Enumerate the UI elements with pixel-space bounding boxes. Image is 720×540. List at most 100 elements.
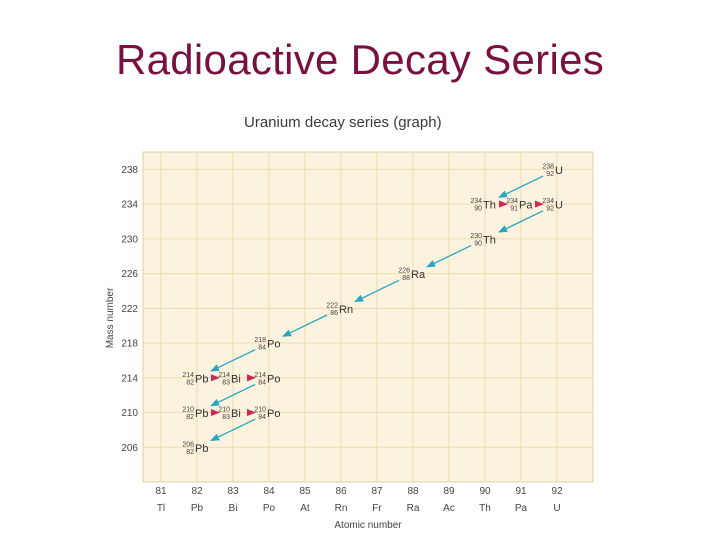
y-tick-label: 230 bbox=[121, 234, 138, 245]
nuclide-mass-number: 214 bbox=[182, 372, 194, 379]
decay-arrows bbox=[210, 175, 544, 442]
nuclide-mass-number: 206 bbox=[182, 441, 194, 448]
nuclide-mass-number: 222 bbox=[326, 302, 338, 309]
nuclide-atomic-number: 90 bbox=[474, 240, 482, 247]
element-symbol-label: Ac bbox=[443, 503, 455, 514]
x-tick-label: 82 bbox=[191, 486, 203, 497]
nuclide-symbol: Bi bbox=[231, 373, 241, 385]
nuclide-symbol: Bi bbox=[231, 408, 241, 420]
alpha-decay-arrow bbox=[354, 279, 400, 303]
x-axis-ticks: 81 Tl 82 Pb 83 Bi 84 Po 85 At 86 Rn 87 Fr 88 Ra 89 Ac 90 Th… bbox=[155, 486, 563, 514]
element-symbol-label: Fr bbox=[372, 503, 382, 514]
nuclide-symbol: Po bbox=[267, 408, 280, 420]
y-tick-label: 234 bbox=[121, 200, 138, 211]
element-symbol-label: Rn bbox=[335, 503, 348, 514]
y-tick-label: 214 bbox=[121, 373, 138, 384]
element-symbol-label: Po bbox=[263, 503, 276, 514]
nuclide-symbol: U bbox=[555, 165, 563, 177]
nuclide-symbol: Th bbox=[483, 200, 496, 212]
nuclide-mass-number: 238 bbox=[542, 163, 554, 170]
nuclide-atomic-number: 84 bbox=[258, 345, 266, 352]
y-tick-label: 218 bbox=[121, 339, 138, 350]
nuclide-symbol: Po bbox=[267, 339, 280, 351]
y-tick-label: 206 bbox=[121, 443, 138, 454]
nuclide-symbol: Pa bbox=[519, 200, 533, 212]
x-tick-label: 88 bbox=[407, 486, 419, 497]
y-tick-label: 210 bbox=[121, 408, 138, 419]
nuclide-symbol: Th bbox=[483, 234, 496, 246]
nuclide-symbol: U bbox=[555, 200, 563, 212]
nuclide-atomic-number: 92 bbox=[546, 206, 554, 213]
element-symbol-label: Ra bbox=[407, 503, 420, 514]
y-axis-ticks: 238 234 230 226 222 218 214 210 206 bbox=[121, 165, 138, 454]
nuclide-symbol: Pb bbox=[195, 373, 208, 385]
x-axis-label: Atomic number bbox=[334, 520, 402, 531]
slide-title: Radioactive Decay Series bbox=[115, 36, 605, 83]
x-tick-label: 92 bbox=[551, 486, 563, 497]
nuclide-mass-number: 214 bbox=[218, 372, 230, 379]
nuclide-symbol: Pb bbox=[195, 443, 208, 455]
x-tick-label: 85 bbox=[299, 486, 311, 497]
nuclide-mass-number: 234 bbox=[542, 198, 554, 205]
nuclide-symbol: Pb bbox=[195, 408, 208, 420]
nuclide-mass-number: 234 bbox=[470, 198, 482, 205]
nuclide-atomic-number: 90 bbox=[474, 206, 482, 213]
nuclide-mass-number: 210 bbox=[182, 407, 194, 414]
y-axis-label: Mass number bbox=[105, 287, 116, 348]
nuclide-symbol: Po bbox=[267, 373, 280, 385]
alpha-decay-arrow bbox=[210, 383, 256, 407]
x-tick-label: 86 bbox=[335, 486, 347, 497]
element-symbol-label: Pa bbox=[515, 503, 528, 514]
nuclide-atomic-number: 83 bbox=[222, 414, 230, 421]
element-symbol-label: At bbox=[300, 503, 310, 514]
nuclide-atomic-number: 82 bbox=[186, 379, 194, 386]
element-symbol-label: Tl bbox=[157, 503, 165, 514]
alpha-decay-arrow bbox=[210, 418, 256, 442]
y-tick-label: 222 bbox=[121, 304, 138, 315]
x-tick-label: 87 bbox=[371, 486, 383, 497]
x-tick-label: 91 bbox=[515, 486, 527, 497]
alpha-decay-arrow bbox=[426, 244, 472, 268]
nuclide-mass-number: 218 bbox=[254, 337, 266, 344]
element-symbol-label: Bi bbox=[229, 503, 238, 514]
alpha-decay-arrow bbox=[498, 210, 544, 233]
graph-title: Uranium decay series (graph) bbox=[244, 114, 442, 131]
nuclide-mass-number: 226 bbox=[398, 268, 410, 275]
nuclide-atomic-number: 86 bbox=[330, 310, 338, 317]
nuclide-atomic-number: 83 bbox=[222, 379, 230, 386]
x-tick-label: 81 bbox=[155, 486, 167, 497]
nuclide-atomic-number: 82 bbox=[186, 414, 194, 421]
plot-background bbox=[142, 151, 594, 483]
nuclide-atomic-number: 92 bbox=[546, 171, 554, 178]
element-symbol-label: U bbox=[553, 503, 560, 514]
y-tick-label: 226 bbox=[121, 269, 138, 280]
x-tick-label: 90 bbox=[479, 486, 491, 497]
nuclide-symbol: Rn bbox=[339, 304, 353, 316]
x-tick-label: 84 bbox=[263, 486, 275, 497]
nuclide-mass-number: 210 bbox=[218, 407, 230, 414]
element-symbol-label: Pb bbox=[191, 503, 204, 514]
x-tick-label: 83 bbox=[227, 486, 239, 497]
nuclide-mass-number: 214 bbox=[254, 372, 266, 379]
nuclide-atomic-number: 84 bbox=[258, 414, 266, 421]
nuclide-atomic-number: 88 bbox=[402, 275, 410, 282]
nuclide-symbol: Ra bbox=[411, 269, 426, 281]
nuclide-mass-number: 210 bbox=[254, 407, 266, 414]
nuclide-mass-number: 230 bbox=[470, 233, 482, 240]
